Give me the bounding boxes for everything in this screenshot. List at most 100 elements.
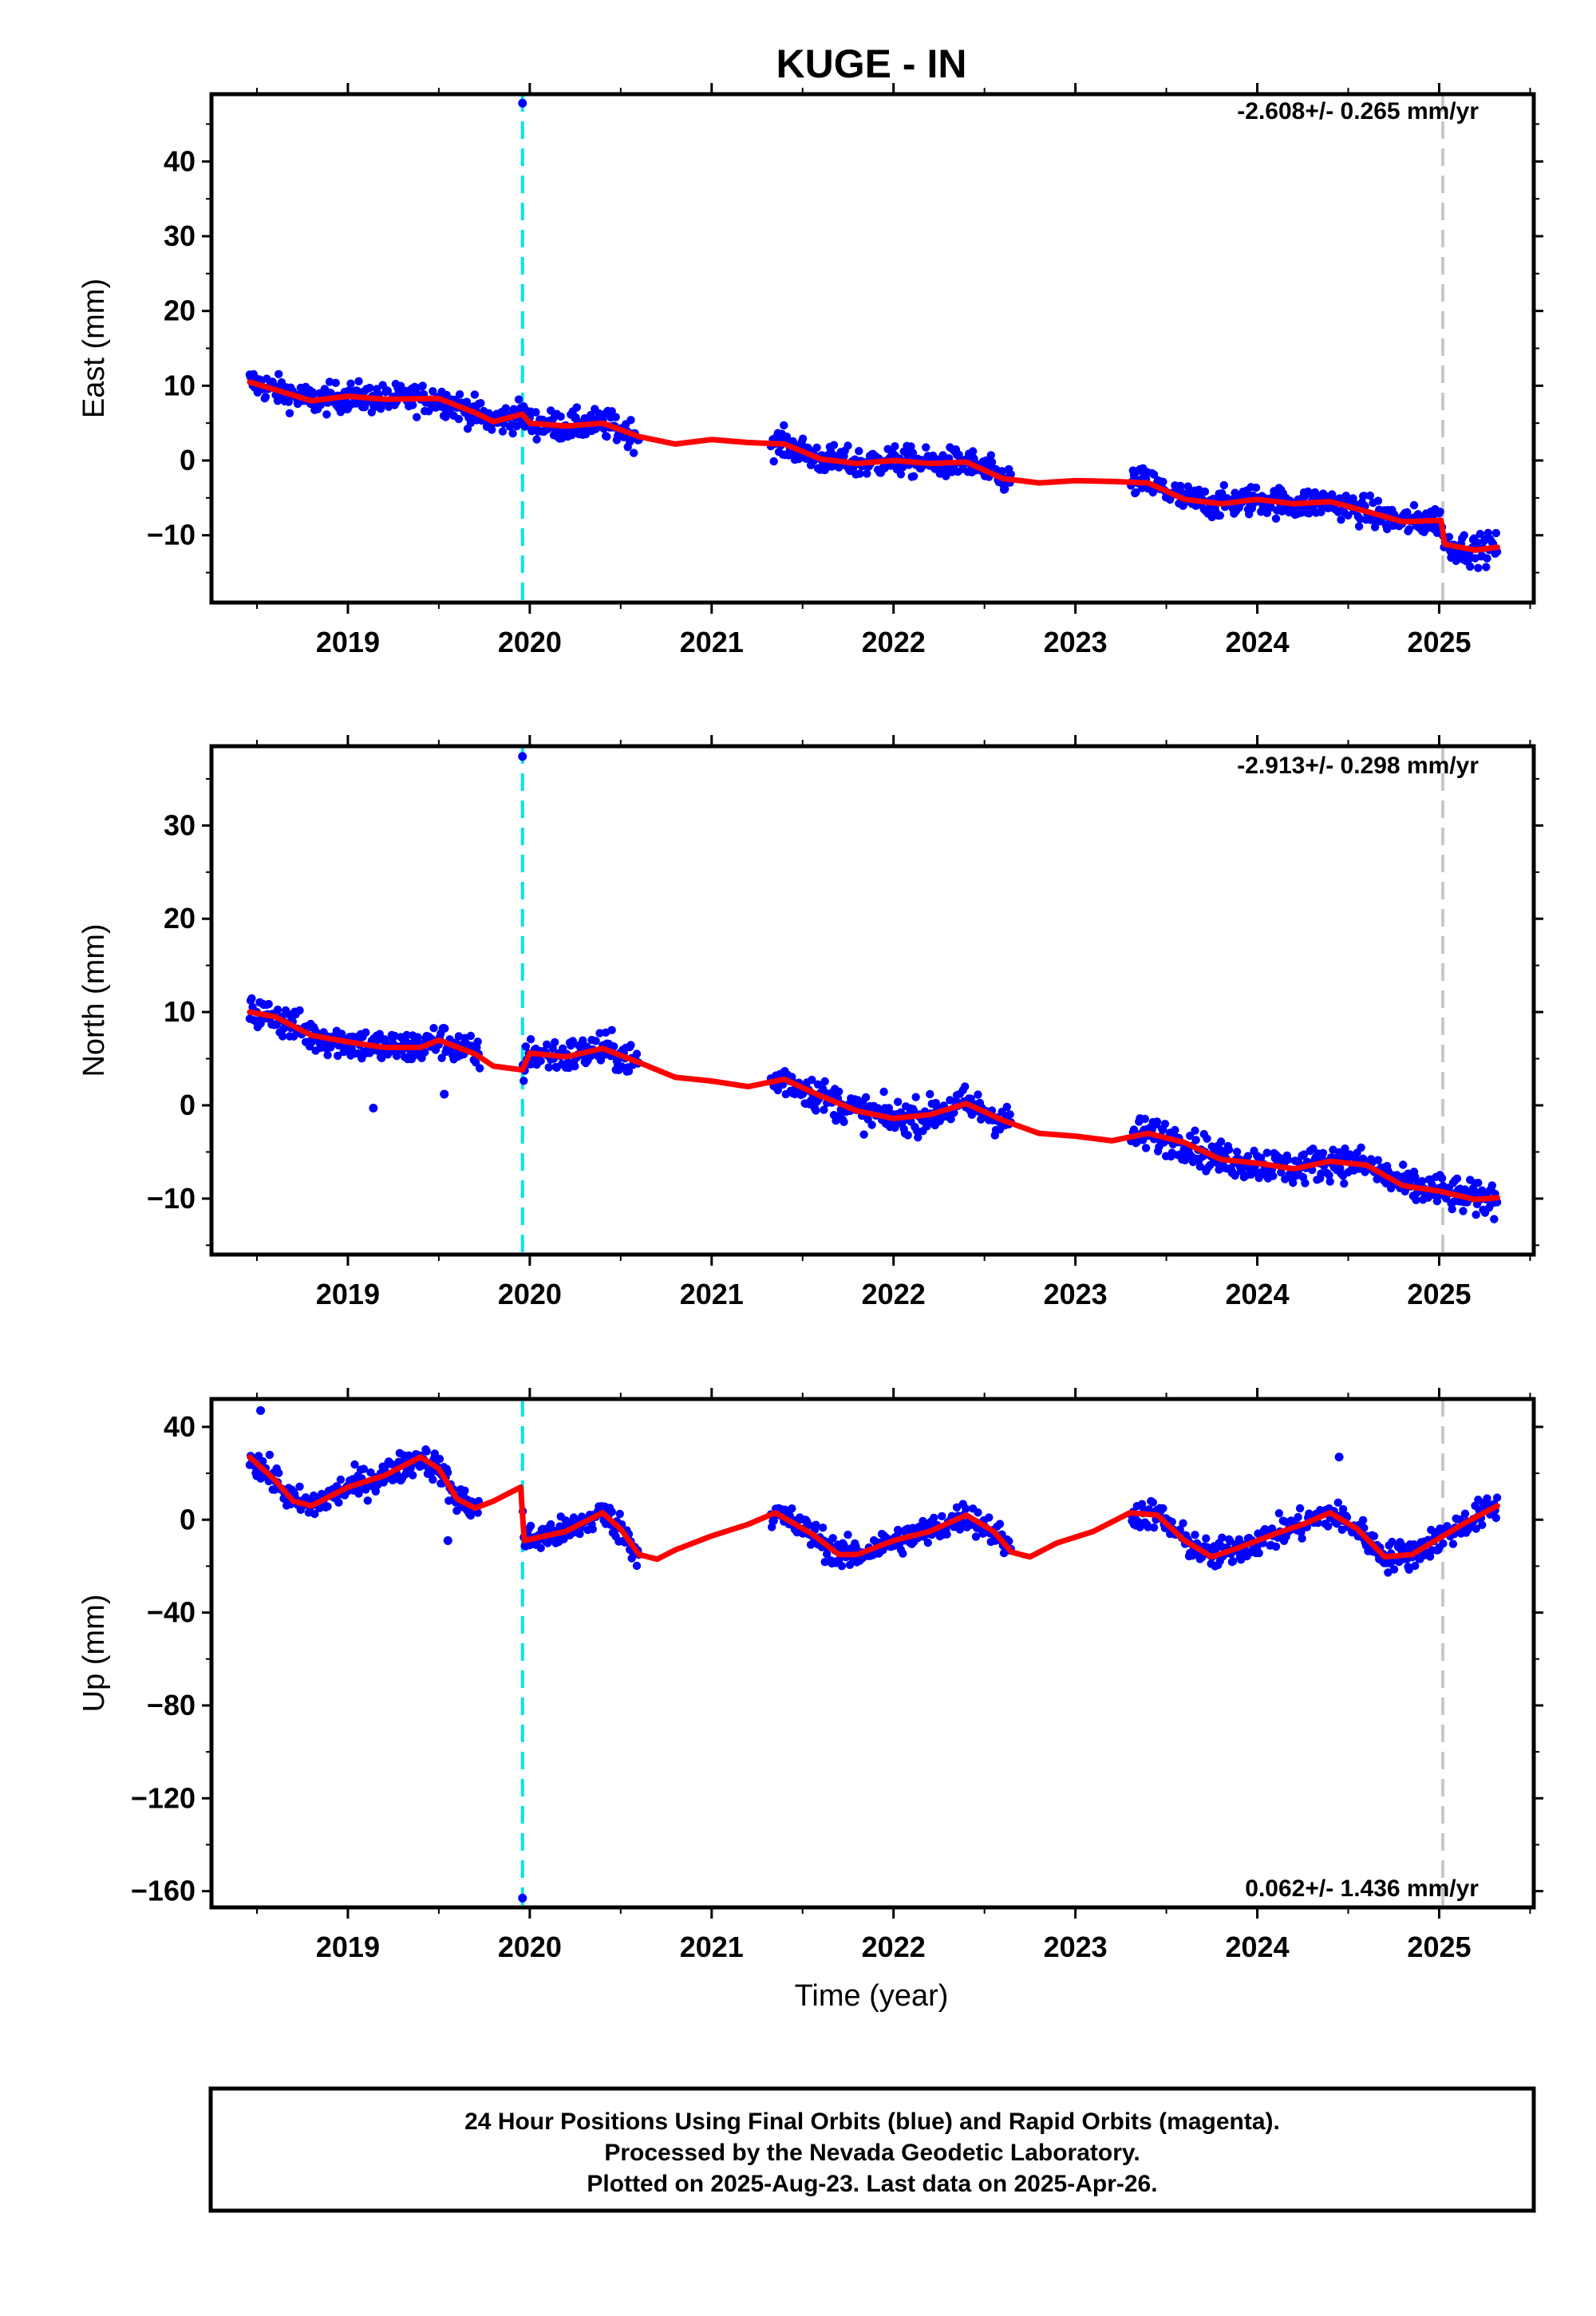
north-point [1417, 1176, 1427, 1186]
up-outlier-point [1334, 1452, 1344, 1462]
north-point [521, 1042, 531, 1051]
east-point [1337, 516, 1345, 524]
east-point [1001, 484, 1009, 493]
east-point [418, 381, 427, 390]
east-point [322, 410, 331, 419]
east-outlier-point [518, 98, 527, 108]
north-point [402, 1030, 411, 1040]
up-ytick-label: −120 [131, 1781, 196, 1814]
north-point [1357, 1143, 1365, 1152]
north-xtick-label: 2025 [1407, 1278, 1471, 1310]
east-point [782, 433, 792, 441]
north-model-curve [247, 1009, 1500, 1203]
east-point [1460, 531, 1468, 539]
east-point [1215, 511, 1225, 520]
north-point [946, 1115, 955, 1124]
east-point [607, 407, 616, 416]
north-point [1487, 1181, 1497, 1190]
east-point [969, 447, 978, 456]
up-xtick-label: 2021 [680, 1931, 744, 1963]
north-point [859, 1130, 868, 1139]
x-axis-label: Time (year) [795, 1979, 949, 2013]
up-point [310, 1509, 319, 1519]
north-point [1318, 1148, 1328, 1158]
north-point [544, 1063, 553, 1072]
east-point [1251, 483, 1261, 492]
east-point [843, 441, 852, 450]
north-point [903, 1131, 912, 1140]
up-point [1295, 1504, 1305, 1513]
north-point [1171, 1125, 1179, 1135]
up-point [1324, 1522, 1333, 1531]
up-point [526, 1521, 535, 1531]
up-point [1179, 1519, 1187, 1528]
up-point [1191, 1531, 1199, 1539]
up-point [547, 1520, 555, 1529]
up-point [615, 1509, 624, 1519]
up-point [1271, 1542, 1281, 1551]
north-point [1005, 1110, 1014, 1119]
east-point [1491, 528, 1501, 538]
up-ytick-label: −40 [147, 1596, 196, 1629]
east-point [798, 434, 808, 443]
east-point [1200, 487, 1210, 496]
east-point [986, 451, 996, 460]
north-point [961, 1082, 970, 1091]
north-point [295, 1006, 304, 1015]
east-point [1403, 508, 1412, 517]
north-point [1299, 1150, 1309, 1159]
north-rate-label: -2.913+/- 0.298 mm/yr [1237, 753, 1479, 779]
north-xtick-label: 2021 [680, 1278, 744, 1310]
north-point [1203, 1134, 1211, 1144]
east-point [1176, 482, 1186, 491]
north-point [440, 1024, 449, 1033]
north-point [579, 1036, 587, 1045]
east-point [354, 377, 363, 385]
east-panel: 40 30 20 10 0 −10 2019 2020 2021 2022 2023 2024 2025… [77, 83, 1543, 658]
north-ytick-label: 20 [164, 902, 196, 935]
north-point [326, 1043, 335, 1052]
up-point [828, 1534, 837, 1543]
north-point [264, 999, 273, 1009]
north-point [820, 1105, 828, 1114]
up-point [275, 1468, 283, 1478]
east-point [812, 443, 821, 453]
east-point [769, 456, 778, 466]
north-point [1140, 1114, 1150, 1124]
up-point [359, 1464, 368, 1473]
north-xtick-label: 2019 [316, 1278, 380, 1310]
up-point [845, 1560, 855, 1570]
up-xtick-label: 2022 [862, 1931, 926, 1963]
north-point [974, 1090, 982, 1099]
east-point [455, 390, 464, 399]
north-plot-area [245, 746, 1502, 1255]
up-point [429, 1475, 437, 1484]
up-ytick-label: 0 [180, 1503, 196, 1535]
east-point [275, 370, 283, 378]
east-point [891, 442, 899, 451]
north-outlier-point [440, 1089, 449, 1099]
up-point [1254, 1548, 1263, 1558]
east-point [611, 413, 620, 421]
north-point [279, 1032, 287, 1041]
north-frame [209, 744, 1536, 1257]
north-point [910, 1106, 918, 1116]
east-point [514, 395, 523, 404]
up-point [837, 1562, 847, 1571]
east-point [376, 405, 385, 413]
east-point [1006, 470, 1016, 479]
up-ytick-label: 40 [164, 1410, 196, 1443]
up-ytick-label: −160 [131, 1875, 196, 1907]
north-panel: 30 20 10 0 −10 2019 2020 2021 2022 2023 2024 2025 No… [77, 735, 1543, 1310]
up-point [607, 1508, 616, 1516]
east-point [501, 404, 510, 413]
north-point [1002, 1102, 1012, 1112]
east-point [261, 393, 271, 401]
up-point [942, 1530, 951, 1539]
east-point [556, 412, 565, 421]
up-point [1460, 1509, 1470, 1518]
east-point [922, 443, 930, 452]
up-ytick-label: −80 [147, 1689, 196, 1721]
north-point [911, 1093, 920, 1101]
